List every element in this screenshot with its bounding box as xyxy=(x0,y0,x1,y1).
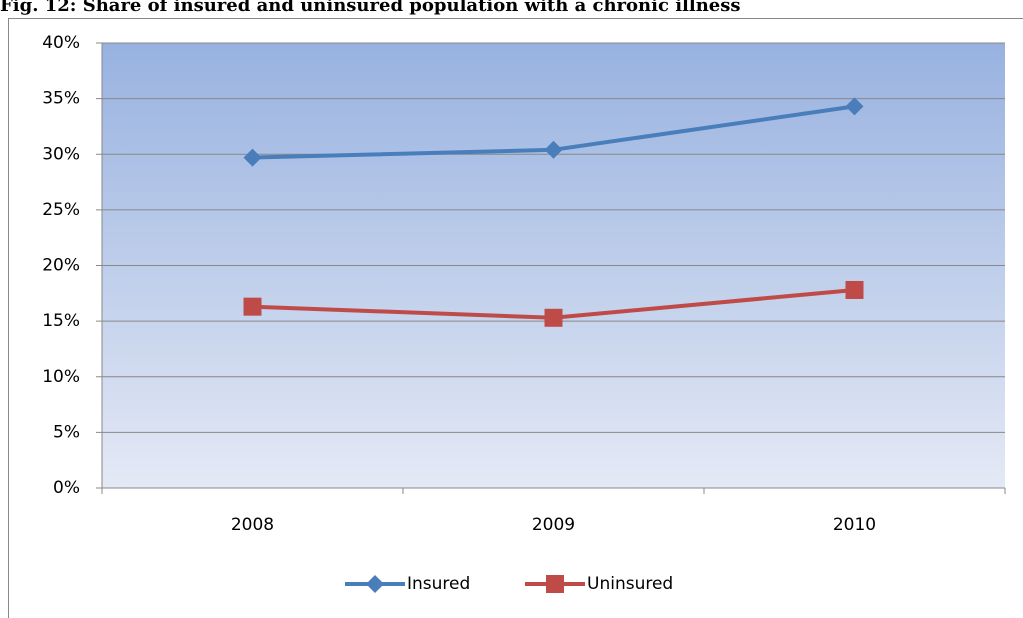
y-tick-label: 15% xyxy=(42,311,80,331)
x-tick-label: 2010 xyxy=(833,515,876,535)
y-tick-label: 5% xyxy=(53,422,80,442)
y-tick-label: 0% xyxy=(53,478,80,498)
data-point xyxy=(845,97,864,116)
data-point xyxy=(243,148,262,167)
y-tick-label: 25% xyxy=(42,200,80,220)
y-tick-label: 35% xyxy=(42,89,80,109)
data-point xyxy=(544,308,563,327)
x-tick-label: 2009 xyxy=(532,515,575,535)
y-tick-label: 20% xyxy=(42,256,80,276)
y-tick-label: 10% xyxy=(42,367,80,387)
y-tick-label: 30% xyxy=(42,144,80,164)
x-tick-label: 2008 xyxy=(231,515,274,535)
legend-label: Insured xyxy=(407,574,470,594)
data-point xyxy=(243,297,262,316)
data-point xyxy=(845,280,864,299)
legend-label: Uninsured xyxy=(587,574,673,594)
chart-title: Fig. 12: Share of insured and uninsured … xyxy=(0,0,741,16)
legend-marker xyxy=(366,575,384,593)
legend-marker xyxy=(546,575,564,593)
y-tick-label: 40% xyxy=(42,33,80,53)
data-point xyxy=(544,140,563,159)
